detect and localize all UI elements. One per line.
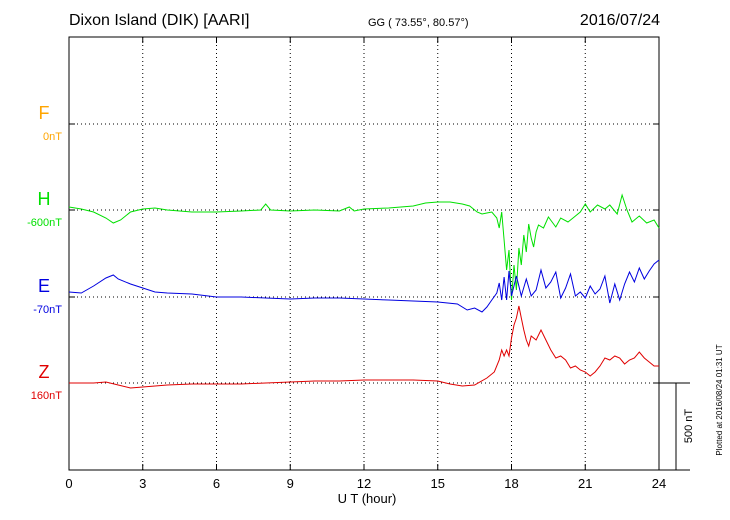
grid-layer — [69, 37, 659, 470]
scale-bar-label: 500 nT — [683, 409, 695, 444]
station-title: Dixon Island (DIK) [AARI] — [69, 12, 250, 29]
x-tick-label-18: 18 — [504, 476, 518, 491]
coordinates-label: GG ( 73.55°, 80.57°) — [368, 17, 469, 29]
component-labels: F 0nT H -600nT E -70nT Z 160nT — [27, 103, 62, 402]
x-tick-label-0: 0 — [65, 476, 72, 491]
x-tick-label-9: 9 — [287, 476, 294, 491]
scale-bar: 500 nT — [659, 382, 695, 471]
date-label: 2016/07/24 — [579, 12, 660, 29]
x-tick-label-21: 21 — [578, 476, 592, 491]
label-E: E — [38, 276, 50, 296]
baseline-Z: 160nT — [31, 390, 62, 402]
ticks-layer: 0 3 6 9 12 15 18 21 24 — [65, 37, 666, 491]
series-layer — [68, 193, 660, 389]
x-tick-label-3: 3 — [139, 476, 146, 491]
baseline-H: -600nT — [27, 217, 62, 229]
trace-H — [68, 193, 660, 301]
trace-Z — [69, 305, 659, 389]
x-tick-label-15: 15 — [431, 476, 445, 491]
label-F: F — [39, 103, 50, 123]
x-tick-label-24: 24 — [652, 476, 666, 491]
baseline-E: -70nT — [33, 304, 62, 316]
label-Z: Z — [39, 362, 50, 382]
baseline-F: 0nT — [43, 131, 62, 143]
x-tick-label-6: 6 — [213, 476, 220, 491]
x-axis-title: U T (hour) — [338, 491, 397, 506]
plotted-note: Plotted at 2016/08/24 01:31 UT — [715, 344, 724, 455]
label-H: H — [38, 189, 51, 209]
trace-E — [68, 259, 660, 313]
x-tick-label-12: 12 — [357, 476, 371, 491]
